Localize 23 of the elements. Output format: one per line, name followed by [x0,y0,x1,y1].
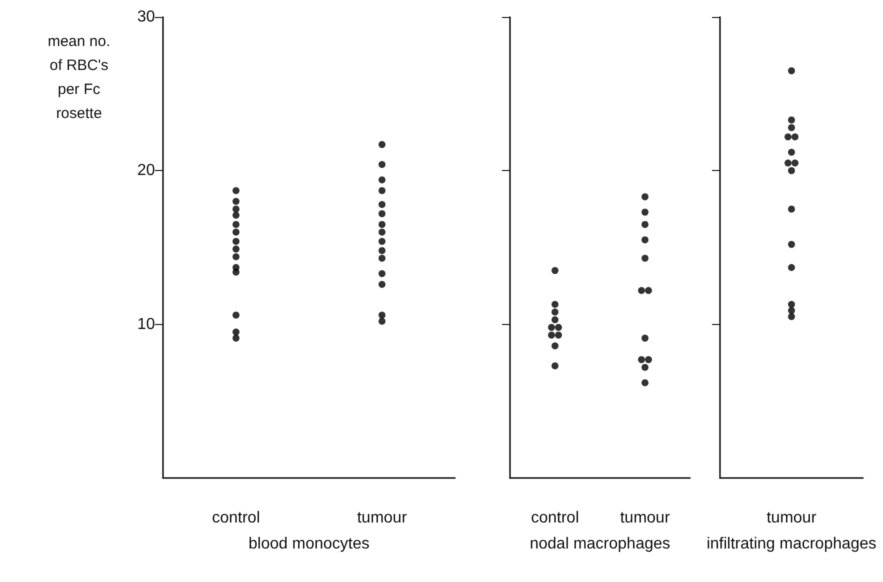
y-tick-label: 10 [137,316,156,333]
point [788,300,795,308]
y-axis-title: mean no. of RBC's per Fc rosette [46,32,112,124]
y-tick-label: 30 [137,8,156,26]
point [788,116,795,124]
point [788,124,795,132]
x-axis-title: nodal macrophages [530,536,670,552]
point [788,206,795,213]
x-tick-label: control [530,510,580,526]
x-tick-label: tumour [766,510,818,526]
point [788,264,795,271]
point [788,167,795,174]
x-tick-label: tumour [357,510,408,526]
point [788,240,795,248]
x-axis-title: infiltrating macrophages [706,536,876,552]
point [788,148,795,156]
x-axis-title: blood monocytes [248,536,370,552]
x-tick-label: control [212,510,260,526]
point [788,67,795,74]
point [788,313,795,320]
x-tick-label: tumour [620,510,671,526]
y-tick-label: 20 [137,162,156,180]
point [788,307,795,314]
